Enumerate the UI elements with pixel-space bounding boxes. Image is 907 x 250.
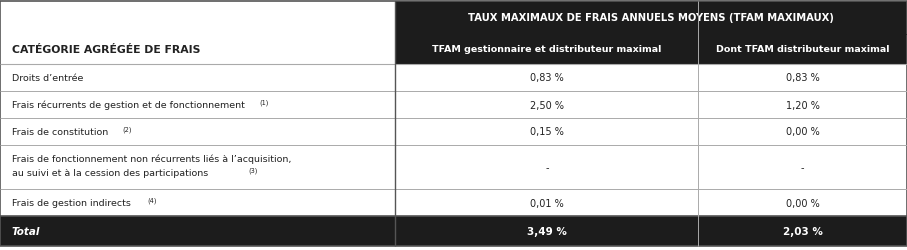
Bar: [0, 92, 907, 118]
Text: (2): (2): [122, 126, 132, 132]
Bar: [0, 35, 395, 65]
Text: Total: Total: [12, 226, 40, 236]
Text: 0,83 %: 0,83 %: [785, 73, 820, 83]
Text: 1,20 %: 1,20 %: [785, 100, 820, 110]
Bar: [0, 65, 907, 92]
Text: Frais récurrents de gestion et de fonctionnement: Frais récurrents de gestion et de foncti…: [12, 100, 245, 110]
Text: 0,01 %: 0,01 %: [530, 198, 564, 208]
Text: TAUX MAXIMAUX DE FRAIS ANNUELS MOYENS (TFAM MAXIMAUX): TAUX MAXIMAUX DE FRAIS ANNUELS MOYENS (T…: [468, 14, 834, 24]
Bar: [0, 2, 395, 35]
Text: -: -: [545, 162, 549, 172]
Bar: [0, 146, 907, 189]
Bar: [395, 35, 698, 65]
Bar: [0, 118, 907, 146]
Text: Dont TFAM distributeur maximal: Dont TFAM distributeur maximal: [716, 45, 890, 54]
Text: -: -: [801, 162, 805, 172]
Text: au suivi et à la cession des participations: au suivi et à la cession des participati…: [12, 168, 208, 177]
Text: 2,50 %: 2,50 %: [530, 100, 564, 110]
Bar: [0, 216, 907, 246]
Text: 0,00 %: 0,00 %: [785, 127, 820, 137]
Text: 0,00 %: 0,00 %: [785, 198, 820, 208]
Text: 2,03 %: 2,03 %: [783, 226, 823, 236]
Text: Droits d’entrée: Droits d’entrée: [12, 74, 83, 83]
Bar: [698, 35, 907, 65]
Text: Frais de gestion indirects: Frais de gestion indirects: [12, 198, 131, 207]
Bar: [0, 189, 907, 216]
Text: (4): (4): [148, 196, 157, 203]
Text: CATÉGORIE AGRÉGÉE DE FRAIS: CATÉGORIE AGRÉGÉE DE FRAIS: [12, 45, 200, 55]
Text: 3,49 %: 3,49 %: [527, 226, 567, 236]
Text: Frais de constitution: Frais de constitution: [12, 128, 108, 136]
Text: TFAM gestionnaire et distributeur maximal: TFAM gestionnaire et distributeur maxima…: [433, 45, 661, 54]
Text: (3): (3): [249, 167, 258, 173]
Text: Frais de fonctionnement non récurrents liés à l’acquisition,: Frais de fonctionnement non récurrents l…: [12, 154, 291, 163]
Text: 0,83 %: 0,83 %: [530, 73, 564, 83]
Text: (1): (1): [259, 98, 268, 105]
Text: 0,15 %: 0,15 %: [530, 127, 564, 137]
Bar: [395, 2, 907, 35]
